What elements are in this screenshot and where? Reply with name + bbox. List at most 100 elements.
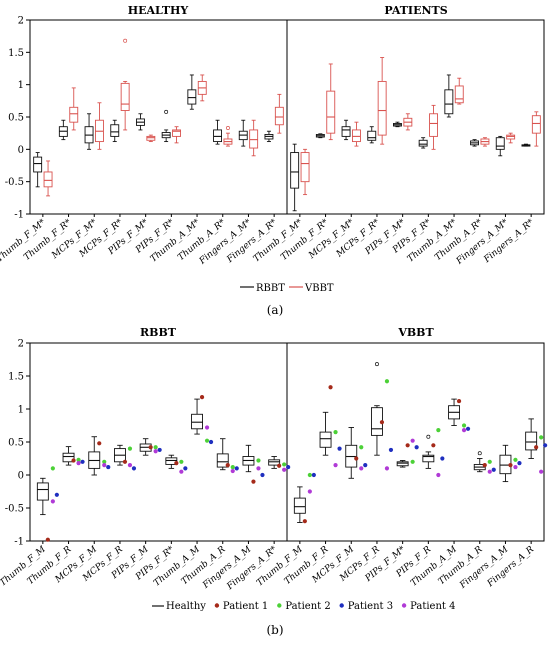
panel-a-legend: RBBT VBBT [240, 283, 334, 294]
box-plot [238, 119, 248, 147]
box-plot [62, 446, 75, 466]
patient-dot-1 [354, 456, 359, 461]
patient-dot-2 [153, 445, 158, 450]
patient-dot-3 [106, 464, 111, 470]
box-body [531, 115, 541, 134]
patient-dot-4 [230, 468, 235, 474]
panel-b-boxes [36, 362, 538, 523]
y-tick-label: 2 [18, 339, 24, 350]
patient-dot-4 [204, 425, 210, 430]
box-plot [197, 74, 207, 102]
box-plot [146, 134, 156, 143]
box-plot [187, 74, 197, 110]
patient-dot-4 [179, 469, 184, 474]
patient-dot-2 [76, 457, 81, 462]
box-plot [422, 451, 435, 469]
box-plot [341, 119, 351, 141]
box-plot [110, 119, 120, 143]
patient-dot-1 [482, 463, 487, 468]
patient-dot-1 [174, 461, 179, 466]
box-plot [172, 126, 182, 144]
box-body [274, 106, 284, 126]
patient-dot-2 [513, 457, 518, 462]
patient-dot-1 [199, 395, 205, 400]
panel-b-title-right: VBBT [397, 326, 434, 339]
box-plot [290, 143, 300, 212]
patient-dot-4 [359, 466, 364, 471]
patient-dot-1 [251, 479, 256, 484]
box-plot [43, 160, 53, 197]
box-plot [69, 87, 79, 131]
box-plot [531, 111, 541, 147]
patient-dot-4 [333, 463, 338, 468]
box-body [36, 482, 49, 501]
box-body [110, 124, 120, 137]
box-body [216, 453, 229, 468]
outlier-point [477, 451, 482, 456]
box-body [418, 139, 428, 147]
outlier-point [164, 109, 169, 114]
box-body [429, 113, 438, 137]
box-plot [274, 93, 284, 134]
patient-dot-1 [277, 463, 282, 468]
box-body [506, 134, 516, 140]
patient-dot-1 [534, 445, 539, 450]
patient-dot-1 [328, 385, 333, 390]
patient-dot-4 [307, 489, 312, 494]
box-plot [319, 411, 332, 456]
legend-label: Patient 3 [348, 601, 393, 612]
y-tick-label: 0 [18, 471, 24, 482]
box-body [172, 129, 182, 137]
box-body [495, 137, 505, 150]
patient-dot-3 [131, 466, 137, 471]
patient-dot-2 [230, 464, 235, 470]
x-tick-label: Fingers_A_R [485, 545, 536, 590]
box-body [191, 413, 204, 430]
patient-dot-4 [436, 472, 441, 478]
legend-label: Healthy [166, 601, 206, 612]
patient-dot-2 [307, 472, 312, 478]
box-body [43, 171, 53, 188]
patient-dot-3 [286, 464, 291, 470]
box-plot [315, 133, 325, 139]
y-tick-label: 0 [18, 145, 24, 156]
patient-dot-3 [260, 472, 265, 478]
box-plot [213, 119, 223, 145]
patient-dot-1 [508, 463, 513, 468]
box-plot [495, 135, 505, 157]
patient-dot-3 [183, 466, 188, 471]
box-plot [293, 486, 306, 523]
box-body [290, 152, 300, 189]
box-plot [36, 477, 49, 516]
patient-dot-2 [127, 446, 133, 451]
patient-dot-1 [225, 463, 230, 468]
y-tick-label: -1 [14, 537, 24, 548]
patient-dot-3 [414, 445, 419, 450]
y-tick-label: 1 [18, 80, 24, 91]
outlier-point [225, 126, 230, 130]
patient-dot-2 [539, 435, 544, 440]
patient-dot-1 [97, 441, 102, 446]
box-plot [480, 137, 490, 147]
patient-dot-3 [388, 447, 394, 453]
box-plot [300, 148, 310, 196]
box-body [377, 80, 387, 136]
patient-dot-4 [513, 464, 518, 470]
box-plot [525, 418, 538, 459]
box-plot [377, 57, 387, 145]
panel-a-title-right: PATIENTS [384, 4, 447, 17]
box-plot [223, 132, 233, 147]
box-plot [352, 121, 361, 147]
y-tick-label: 1.5 [8, 48, 24, 59]
patient-dot-4 [461, 428, 467, 433]
box-body [33, 156, 43, 173]
panel-b: RBBT VBBT -1 -0.5 0 0.5 1 1.5 2 Thumb_F_MThumb… [0, 326, 548, 637]
box-plot [506, 132, 516, 144]
box-plot [242, 444, 255, 473]
panel-b-x-axis: Thumb_F_MThumb_F_RMCPs_F_MMCPs_F_RPIPs_F… [0, 541, 536, 593]
box-plot [84, 113, 94, 150]
box-body [319, 431, 332, 448]
panel-a-y-axis: -1 -0.5 0 0.5 1 1.5 2 [5, 16, 30, 221]
box-body [62, 452, 75, 463]
